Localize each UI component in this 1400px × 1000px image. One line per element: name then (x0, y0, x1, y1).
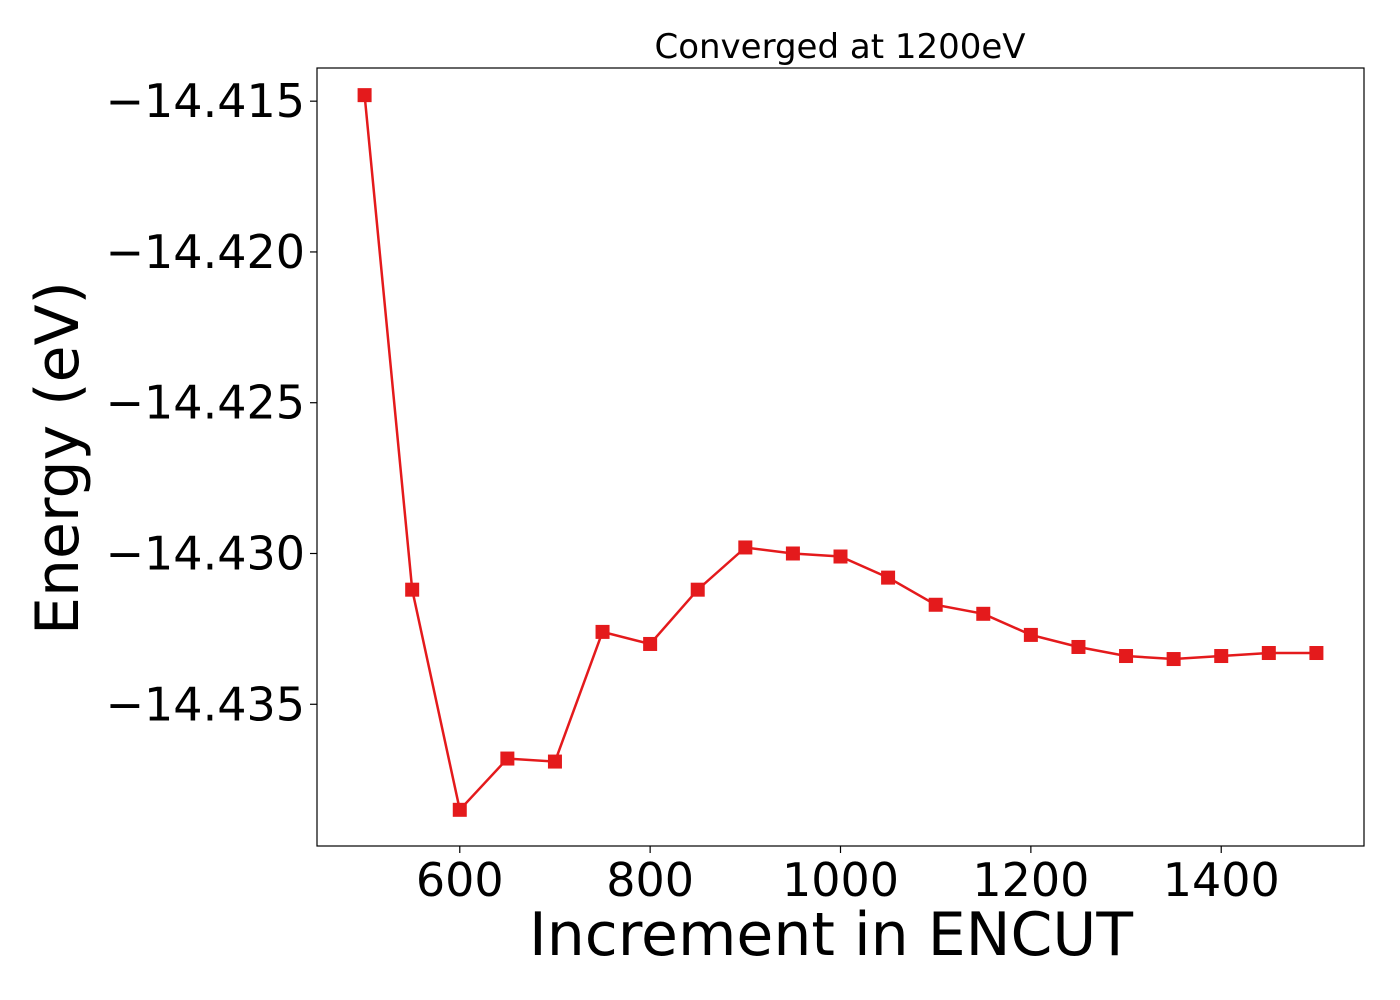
data-point (500, 751, 515, 766)
data-point (738, 540, 753, 555)
series-line (363, 94, 1317, 813)
data-point (785, 546, 800, 561)
data-point (928, 597, 943, 612)
data-point (690, 582, 705, 597)
y-tick-label: −14.430 (106, 526, 306, 580)
data-point (976, 606, 991, 621)
data-point (405, 582, 420, 597)
plot-frame (316, 67, 1365, 847)
data-point (1261, 646, 1276, 661)
data-point (1119, 649, 1134, 664)
y-axis-label: Energy (eV) (23, 281, 93, 635)
y-tick-label: −14.420 (106, 225, 306, 279)
y-tick-label: −14.435 (106, 677, 306, 731)
y-tick-label: −14.415 (106, 74, 306, 128)
x-tick-label: 800 (606, 853, 694, 907)
data-point (881, 570, 896, 585)
x-tick-label: 1000 (782, 853, 899, 907)
data-point (1309, 646, 1324, 661)
data-point (452, 802, 467, 817)
chart-title: Converged at 1200eV (654, 27, 1025, 67)
series-group (357, 88, 1324, 817)
data-point (1023, 627, 1038, 642)
x-tick-label: 1200 (972, 853, 1089, 907)
y-tick-label: −14.425 (106, 376, 306, 430)
data-point (1071, 639, 1086, 654)
plot-area (316, 67, 1365, 847)
data-point (1166, 652, 1181, 667)
data-point (595, 624, 610, 639)
data-point (833, 549, 848, 564)
data-point (547, 754, 562, 769)
x-tick-label: 600 (416, 853, 504, 907)
data-point (643, 636, 658, 651)
x-tick-label: 1400 (1163, 853, 1280, 907)
data-point (1214, 649, 1229, 664)
x-axis-label: Increment in ENCUT (529, 900, 1133, 970)
data-point (357, 88, 372, 103)
y-axis-ticks: −14.415 −14.420 −14.425 −14.430 −14.435 (106, 74, 317, 731)
x-axis-ticks: 600 800 1000 1200 1400 (416, 846, 1280, 907)
